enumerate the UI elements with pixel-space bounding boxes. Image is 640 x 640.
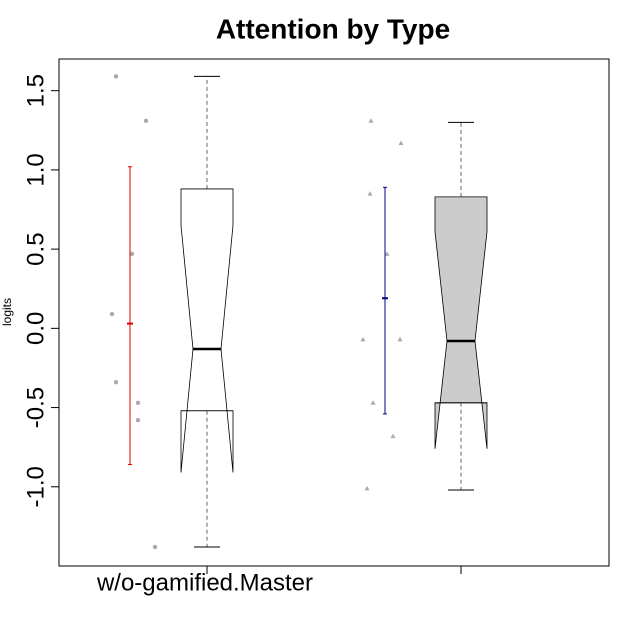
point [135, 400, 141, 406]
y-tick-label: -0.5 [22, 387, 49, 428]
point [152, 544, 158, 550]
y-tick-label: 0.5 [22, 232, 49, 265]
point [368, 118, 374, 123]
point [135, 418, 141, 423]
point [384, 251, 390, 256]
point [370, 400, 376, 405]
y-tick-label: 0.0 [22, 312, 49, 345]
y-tick-label: -1.0 [22, 466, 49, 507]
y-tick-label: 1.0 [22, 153, 49, 186]
point [397, 336, 403, 342]
point [390, 433, 396, 439]
point [109, 311, 115, 317]
point [143, 118, 149, 123]
point [113, 380, 119, 385]
point [398, 140, 404, 145]
point [364, 485, 370, 491]
plot-frame [58, 58, 610, 567]
y-axis-label: logits [0, 298, 14, 326]
box [180, 188, 234, 473]
chart-title: Attention by Type [216, 13, 450, 44]
point [367, 191, 373, 196]
point [129, 251, 135, 257]
y-tick-label: 1.5 [22, 74, 49, 107]
x-tick-label: w/o-gamified.Master [96, 569, 313, 596]
point [360, 336, 366, 342]
point [113, 74, 119, 79]
